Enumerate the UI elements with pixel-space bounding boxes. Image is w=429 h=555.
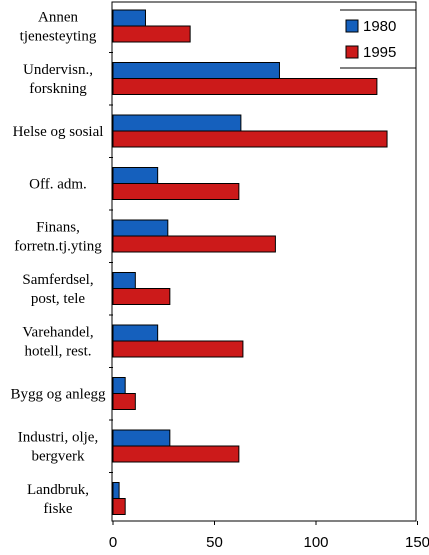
x-tick-label-1: 50 [206, 534, 223, 550]
bar-1980-1 [112, 62, 280, 79]
bar-1980-6 [112, 324, 159, 342]
bar-1980-9 [112, 482, 120, 499]
category-label-6-1: hotell, rest. [24, 344, 91, 360]
bar-1980-2 [112, 114, 242, 132]
plot-frame [111, 1, 417, 522]
category-label-5-1: post, tele [31, 291, 85, 307]
category-label-3-0: Off. adm. [29, 177, 87, 193]
bar-1980-8 [112, 429, 171, 447]
category-label-0-1: tjenesteyting [20, 29, 97, 45]
bar-1980-7 [112, 377, 126, 394]
x-tick-label-3: 150 [405, 534, 429, 550]
bar-1980-4 [112, 219, 169, 237]
legend-swatch-1980 [345, 19, 359, 33]
category-label-7-0: Bygg og anlegg [11, 387, 106, 403]
category-labels: Annen tjenesteyting Undervisn., forskning He… [11, 10, 106, 518]
x-tick-label-2: 100 [303, 534, 328, 550]
x-tick-label-0: 0 [109, 534, 117, 550]
category-label-1-0: Undervisn., [23, 62, 93, 78]
bar-1995-6 [112, 340, 244, 358]
category-label-8-1: bergverk [31, 449, 85, 465]
category-label-4-1: forretn.tj.yting [14, 239, 102, 255]
legend-swatch-1995 [345, 45, 359, 59]
bar-1980-5 [112, 272, 136, 289]
bar-1995-7 [112, 393, 136, 410]
bar-1995-5 [112, 288, 171, 305]
legend: 1980 1995 [340, 9, 416, 69]
bars [112, 9, 388, 515]
bar-1995-9 [112, 498, 126, 515]
axis-ticks: 0 50 100 150 [109, 52, 429, 551]
bar-1995-3 [112, 183, 240, 200]
category-label-9-1: fiske [43, 501, 73, 517]
bar-1995-2 [112, 130, 388, 148]
category-label-9-0: Landbruk, [27, 482, 89, 498]
bar-1995-8 [112, 445, 240, 463]
category-label-4-0: Finans, [36, 220, 80, 236]
category-label-2-0: Helse og sosial [13, 124, 104, 140]
bar-1980-0 [112, 9, 146, 27]
category-label-5-0: Samferdsel, [22, 272, 93, 288]
category-label-8-0: Industri, olje, [18, 430, 98, 446]
bar-1980-3 [112, 167, 159, 184]
category-label-6-0: Varehandel, [22, 325, 93, 341]
category-label-1-1: forskning [29, 81, 87, 97]
bar-1995-0 [112, 25, 191, 43]
bar-1995-1 [112, 78, 378, 95]
bar-1995-4 [112, 235, 276, 253]
legend-label-1980: 1980 [363, 18, 396, 35]
legend-label-1995: 1995 [363, 44, 396, 61]
category-label-0-0: Annen [38, 10, 78, 26]
